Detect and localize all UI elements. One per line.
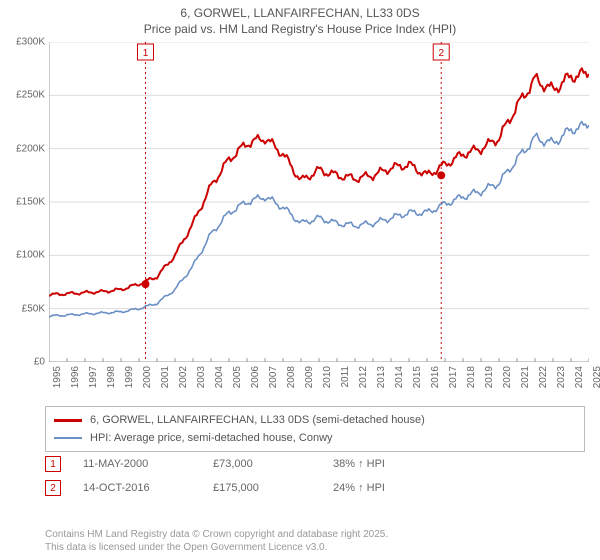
y-tick-label: £200K bbox=[16, 143, 45, 154]
event-date: 14-OCT-2016 bbox=[83, 482, 213, 494]
svg-text:2: 2 bbox=[438, 48, 444, 59]
x-tick-label: 2003 bbox=[196, 366, 207, 388]
x-tick-label: 2013 bbox=[376, 366, 387, 388]
legend-item: HPI: Average price, semi-detached house,… bbox=[54, 429, 576, 447]
event-price: £175,000 bbox=[213, 482, 333, 494]
plot-area: 12 bbox=[49, 42, 589, 362]
event-table: 1 11-MAY-2000 £73,000 38% ↑ HPI 2 14-OCT… bbox=[45, 452, 385, 500]
x-tick-label: 2020 bbox=[502, 366, 513, 388]
legend: 6, GORWEL, LLANFAIRFECHAN, LL33 0DS (sem… bbox=[45, 406, 585, 452]
y-tick-label: £0 bbox=[34, 357, 45, 368]
x-tick-label: 2021 bbox=[520, 366, 531, 388]
x-tick-label: 1997 bbox=[88, 366, 99, 388]
footer-line1: Contains HM Land Registry data © Crown c… bbox=[45, 528, 388, 541]
y-tick-label: £300K bbox=[16, 37, 45, 48]
legend-label: 6, GORWEL, LLANFAIRFECHAN, LL33 0DS (sem… bbox=[90, 414, 425, 426]
chart-title-block: 6, GORWEL, LLANFAIRFECHAN, LL33 0DS Pric… bbox=[0, 0, 600, 36]
x-tick-label: 2008 bbox=[286, 366, 297, 388]
x-tick-label: 2016 bbox=[430, 366, 441, 388]
y-axis: £0£50K£100K£150K£200K£250K£300K bbox=[4, 42, 49, 362]
event-date: 11-MAY-2000 bbox=[83, 458, 213, 470]
x-tick-label: 2000 bbox=[142, 366, 153, 388]
footer-line2: This data is licensed under the Open Gov… bbox=[45, 541, 388, 554]
chart-title-line2: Price paid vs. HM Land Registry's House … bbox=[0, 22, 600, 36]
y-tick-label: £100K bbox=[16, 250, 45, 261]
x-tick-label: 2002 bbox=[178, 366, 189, 388]
event-marker-icon: 2 bbox=[45, 480, 61, 496]
event-row: 1 11-MAY-2000 £73,000 38% ↑ HPI bbox=[45, 452, 385, 476]
x-tick-label: 2025 bbox=[592, 366, 600, 388]
y-tick-label: £50K bbox=[22, 303, 45, 314]
x-tick-label: 2018 bbox=[466, 366, 477, 388]
x-tick-label: 2004 bbox=[214, 366, 225, 388]
x-tick-label: 2017 bbox=[448, 366, 459, 388]
event-row: 2 14-OCT-2016 £175,000 24% ↑ HPI bbox=[45, 476, 385, 500]
event-pct: 38% ↑ HPI bbox=[333, 458, 385, 470]
legend-swatch bbox=[54, 419, 82, 422]
x-tick-label: 2019 bbox=[484, 366, 495, 388]
x-tick-label: 2014 bbox=[394, 366, 405, 388]
footer: Contains HM Land Registry data © Crown c… bbox=[45, 528, 388, 554]
x-tick-label: 2022 bbox=[538, 366, 549, 388]
x-tick-label: 2007 bbox=[268, 366, 279, 388]
x-tick-label: 2010 bbox=[322, 366, 333, 388]
x-tick-label: 2015 bbox=[412, 366, 423, 388]
x-tick-label: 2006 bbox=[250, 366, 261, 388]
x-tick-label: 2011 bbox=[340, 366, 351, 388]
x-tick-label: 1999 bbox=[124, 366, 135, 388]
chart-title-line1: 6, GORWEL, LLANFAIRFECHAN, LL33 0DS bbox=[0, 6, 600, 20]
x-tick-label: 2001 bbox=[160, 366, 171, 388]
svg-text:1: 1 bbox=[143, 48, 149, 59]
chart-svg: 12 bbox=[49, 42, 589, 362]
x-tick-label: 2012 bbox=[358, 366, 369, 388]
legend-swatch bbox=[54, 437, 82, 439]
y-tick-label: £150K bbox=[16, 197, 45, 208]
x-tick-label: 2005 bbox=[232, 366, 243, 388]
x-tick-label: 1998 bbox=[106, 366, 117, 388]
legend-item: 6, GORWEL, LLANFAIRFECHAN, LL33 0DS (sem… bbox=[54, 411, 576, 429]
event-pct: 24% ↑ HPI bbox=[333, 482, 385, 494]
event-marker-icon: 1 bbox=[45, 456, 61, 472]
x-axis: 1995 1996 1997 1998 1999 2000 2001 2002 2003 2004… bbox=[49, 362, 589, 402]
x-tick-label: 2009 bbox=[304, 366, 315, 388]
x-tick-label: 2024 bbox=[574, 366, 585, 388]
event-price: £73,000 bbox=[213, 458, 333, 470]
y-tick-label: £250K bbox=[16, 90, 45, 101]
x-tick-label: 2023 bbox=[556, 366, 567, 388]
chart-container: £0£50K£100K£150K£200K£250K£300K 12 19951… bbox=[4, 42, 594, 402]
x-tick-label: 1996 bbox=[70, 366, 81, 388]
legend-label: HPI: Average price, semi-detached house,… bbox=[90, 432, 333, 444]
x-tick-label: 1995 bbox=[52, 366, 63, 388]
